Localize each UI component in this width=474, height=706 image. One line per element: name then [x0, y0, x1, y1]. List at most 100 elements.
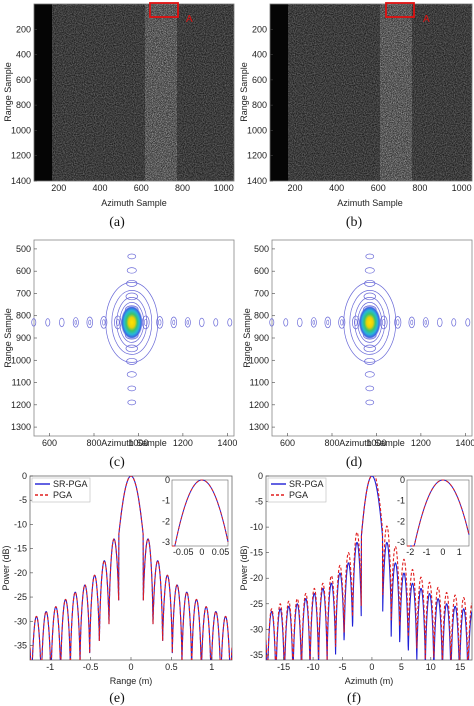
- caption: (a): [109, 215, 125, 230]
- y-tick-label: -35: [250, 650, 263, 660]
- sidelobe-contour: [364, 371, 375, 378]
- y-tick-label: -20: [14, 568, 27, 578]
- sidelobe-contour: [102, 319, 106, 326]
- y-axis-label: Range Sample: [239, 62, 249, 122]
- y-tick-label: 1200: [11, 400, 31, 410]
- sidelobe-contour: [363, 344, 376, 353]
- y-ticks: 200 400 600 800 1000 1200 1400: [247, 24, 273, 186]
- panel-b: A 200 400 600 800 1000 200 400 600 800 1000 1200 1…: [239, 2, 473, 230]
- y-ticks: 0 -5 -10 -15 -20 -25 -30 -35: [250, 471, 269, 660]
- sidelobe-contour: [125, 344, 138, 353]
- x-tick-label: 5: [399, 662, 404, 672]
- legend-label-pga: PGA: [289, 490, 308, 500]
- y-tick-label: -5: [255, 497, 263, 507]
- panel-f: -15 -10 -5 0 5 10 15 0-5-10-15-20-25-30-35 SR-…: [239, 471, 473, 706]
- target-marker: A: [423, 14, 430, 25]
- y-tick-label: 1000: [11, 125, 31, 135]
- y-tick-label: 0: [22, 471, 27, 481]
- sidelobe-contour: [116, 318, 120, 326]
- y-tick-label: 900: [254, 333, 269, 343]
- inset-y-tick-label: -1: [162, 496, 170, 506]
- x-axis-label: Azimuth Sample: [101, 198, 167, 208]
- sidelobe-contour: [364, 267, 375, 274]
- x-tick-label: 600: [42, 438, 57, 448]
- x-ticks: 600 800 1000 1200 1400: [42, 433, 237, 448]
- sidelobe-contour: [213, 318, 219, 327]
- sidelobe-contour: [158, 319, 162, 326]
- sidelobe-contour: [437, 317, 443, 328]
- sidelobe-contour: [172, 319, 176, 326]
- mainlobe-contour: [357, 302, 383, 343]
- legend: SR-PGA PGA: [267, 477, 327, 503]
- x-tick-label: 1: [209, 662, 214, 672]
- y-tick-label: 800: [254, 311, 269, 321]
- sidelobe-contour: [170, 316, 178, 329]
- mainlobe-contour: [354, 297, 386, 348]
- y-tick-label: 1100: [12, 378, 31, 388]
- panel-a: A 200 400 600 800 1000 200 400 600 800 1000 1200 1…: [3, 2, 235, 230]
- sidelobe-contour: [126, 267, 137, 274]
- x-tick-label: 800: [412, 183, 427, 193]
- x-ticks: 600 800 1000 1200 1400: [280, 433, 474, 448]
- series-pga-line: [30, 476, 232, 660]
- sidelobe-contour: [310, 317, 317, 328]
- y-tick-label: -15: [14, 544, 27, 554]
- mainlobe-contour: [343, 282, 397, 363]
- y-tick-label: -10: [14, 519, 27, 529]
- y-tick-label: 400: [16, 50, 31, 60]
- y-tick-label: 1300: [11, 422, 31, 432]
- sidelobe-contour: [125, 292, 138, 301]
- x-tick-label: 600: [280, 438, 295, 448]
- y-tick-label: 1400: [11, 176, 31, 186]
- sidelobe-contour: [365, 385, 375, 392]
- sidelobe-contour: [408, 316, 416, 329]
- sidelobe-contour: [144, 318, 148, 326]
- inset-x-tick-label: 0.05: [212, 547, 230, 557]
- y-tick-label: -15: [250, 548, 263, 558]
- x-tick-label: 200: [287, 183, 302, 193]
- inset-y-tick-label: -3: [397, 537, 405, 547]
- sidelobe-contour: [324, 316, 332, 329]
- sidelobe-contour: [100, 316, 108, 329]
- y-tick-label: 600: [252, 75, 267, 85]
- target-box: [385, 2, 415, 18]
- y-tick-label: 800: [252, 100, 267, 110]
- legend-box: [31, 477, 91, 503]
- x-tick-label: 10: [426, 662, 436, 672]
- x-tick-label: -10: [307, 662, 320, 672]
- inset-y-tick-label: 0: [165, 475, 170, 485]
- y-tick-label: 500: [16, 244, 31, 254]
- y-tick-label: 1000: [11, 355, 31, 365]
- x-tick-label: -15: [277, 662, 290, 672]
- x-tick-label: 1400: [217, 438, 237, 448]
- x-tick-label: 600: [134, 183, 149, 193]
- sidelobe-contour: [126, 371, 137, 378]
- y-tick-label: 600: [254, 266, 269, 276]
- y-tick-label: -30: [250, 624, 263, 634]
- y-axis-label: Range Sample: [242, 308, 252, 368]
- x-axis-label: Azimuth (m): [345, 676, 394, 686]
- inset-pga-line: [407, 479, 470, 547]
- inset-y-tick-label: 0: [400, 475, 405, 485]
- sidelobe-contour: [227, 318, 233, 327]
- mainlobe-contour: [116, 297, 148, 348]
- target-marker: A: [186, 14, 193, 25]
- x-ticks: -1 -0.5 0 0.5 1: [46, 657, 214, 672]
- sidelobe-contour: [184, 317, 191, 328]
- y-axis-label: Range Sample: [3, 308, 13, 368]
- mainlobe-peak: [358, 305, 381, 340]
- inset-frame: [171, 479, 229, 547]
- y-ticks: 200 400 600 800 1000 1200 1400: [11, 24, 37, 186]
- y-tick-label: -25: [250, 599, 263, 609]
- legend-box: [267, 477, 327, 503]
- y-tick-label: 0: [258, 471, 263, 481]
- y-ticks: 500 600 700 800 900 1000 1100 1200 1300: [11, 244, 37, 432]
- caption: (b): [346, 215, 363, 230]
- sidelobe-contour: [326, 319, 330, 326]
- sidelobe-contour: [410, 319, 414, 326]
- x-ticks: -15 -10 -5 0 5 10 15: [277, 657, 465, 672]
- sidelobe-contour: [363, 292, 376, 301]
- y-tick-label: 200: [16, 24, 31, 34]
- inset-y-tick-label: -2: [162, 516, 170, 526]
